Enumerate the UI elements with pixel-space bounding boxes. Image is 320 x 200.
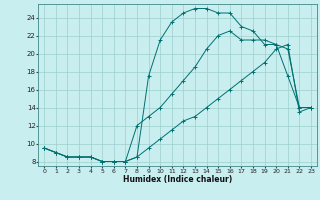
X-axis label: Humidex (Indice chaleur): Humidex (Indice chaleur) [123,175,232,184]
